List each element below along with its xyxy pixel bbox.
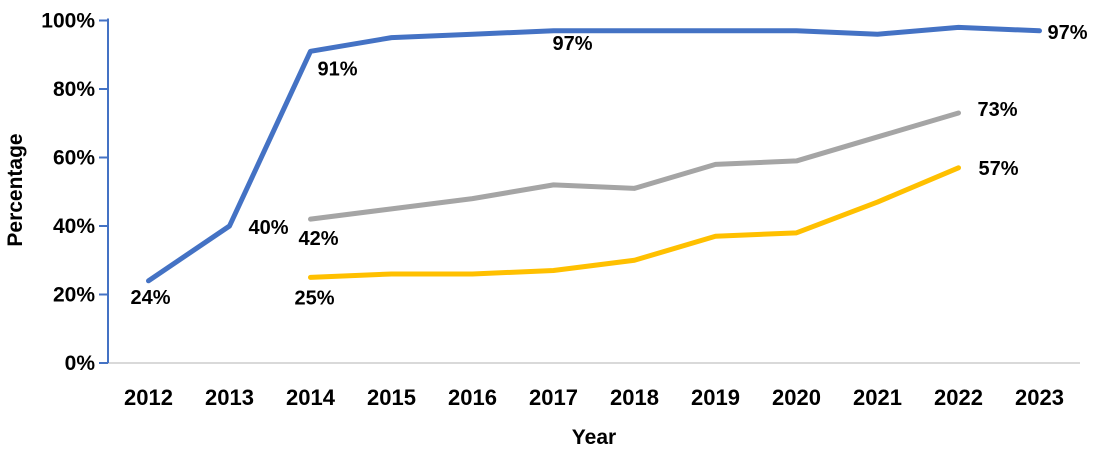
- axes-group: 0% 20% 40% 60% 80% 100% 2012 2013 2014 2015 2016 20…: [41, 10, 1080, 410]
- y-axis-tick-label: 40%: [53, 215, 95, 238]
- x-axis-year-label: 2015: [367, 385, 416, 410]
- y-axis-tick-label: 60%: [53, 147, 95, 170]
- data-label-blue-2023: 97%: [1047, 22, 1087, 44]
- data-label-gray-2022: 73%: [977, 99, 1017, 121]
- x-axis-year-label: 2019: [691, 385, 740, 410]
- series-line-gray: [308, 110, 961, 222]
- y-axis-tick-label: 100%: [41, 10, 95, 33]
- x-axis-year-label: 2023: [1015, 385, 1064, 410]
- x-axis-year-label: 2018: [610, 385, 659, 410]
- x-axis-title: Year: [572, 426, 616, 449]
- data-label-gray-2014: 42%: [298, 228, 338, 250]
- series-group: [146, 24, 1042, 284]
- x-axis-year-label: 2020: [772, 385, 821, 410]
- data-label-yellow-2022: 57%: [978, 158, 1018, 180]
- x-axis-year-label: 2017: [529, 385, 578, 410]
- data-labels-group: 24% 40% 91% 97% 97% 42% 73% 25% 57%: [130, 22, 1087, 310]
- y-axis-title: Percentage: [4, 133, 27, 246]
- data-label-blue-2013: 40%: [248, 217, 288, 239]
- x-axis-year-label: 2016: [448, 385, 497, 410]
- y-axis-tick-label: 80%: [53, 78, 95, 101]
- y-axis-tick-label: 20%: [53, 284, 95, 307]
- x-axis-year-label: 2012: [124, 385, 173, 410]
- series-line-yellow: [308, 165, 961, 280]
- x-axis-year-label: 2013: [205, 385, 254, 410]
- data-label-blue-2014: 91%: [317, 58, 357, 80]
- x-axis-year-label: 2014: [286, 385, 336, 410]
- series-line-blue: [146, 24, 1042, 284]
- data-label-blue-2017: 97%: [552, 33, 592, 55]
- x-axis-year-label: 2021: [853, 385, 902, 410]
- data-label-yellow-2014: 25%: [294, 287, 334, 309]
- data-label-blue-2012: 24%: [130, 287, 170, 309]
- y-axis-tick-label: 0%: [65, 352, 96, 375]
- x-axis-year-label: 2022: [934, 385, 983, 410]
